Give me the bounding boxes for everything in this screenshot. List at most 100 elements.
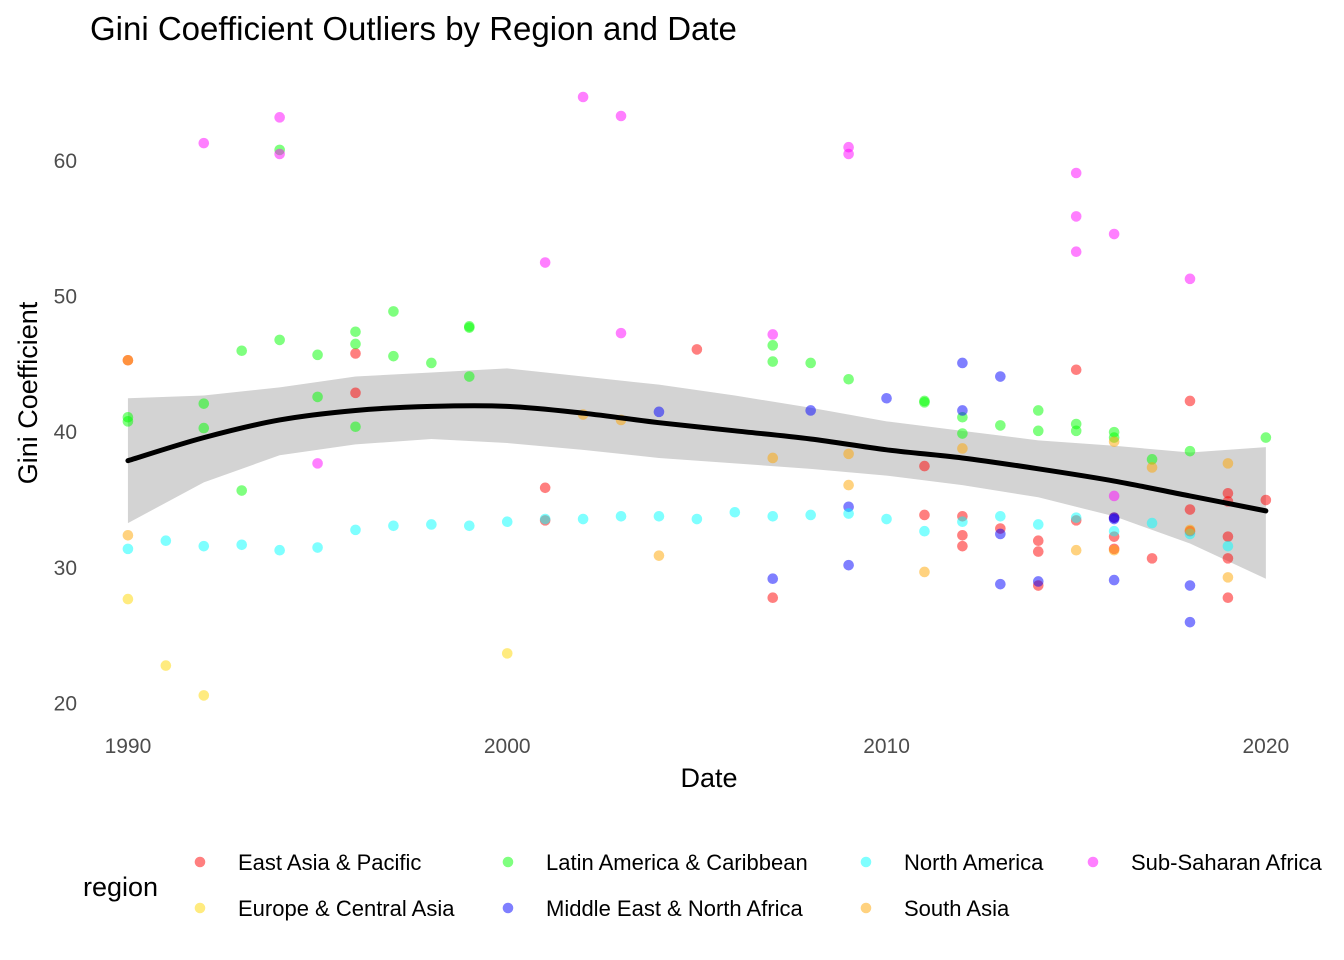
trend-line xyxy=(125,403,1269,514)
data-point-5-1 xyxy=(122,530,134,541)
data-point-2-27 xyxy=(995,420,1006,431)
data-point-6-13 xyxy=(1070,246,1082,257)
data-point-2-31 xyxy=(1070,425,1082,437)
confidence-band-area xyxy=(127,368,1266,579)
x-axis-title: Date xyxy=(680,763,737,793)
data-point-6-5 xyxy=(577,91,589,103)
x-tick-label-0: 1990 xyxy=(105,735,152,758)
data-point-1-1 xyxy=(160,660,172,671)
legend-item-3: Middle East & North Africa xyxy=(502,896,804,921)
data-point-5-16 xyxy=(1222,572,1234,583)
data-point-4-24 xyxy=(1032,519,1044,530)
legend-items: East Asia & Pacific Europe & Central Asia… xyxy=(194,850,1323,921)
legend-title: region xyxy=(83,872,158,902)
data-point-6-0 xyxy=(198,137,210,149)
confidence-band xyxy=(127,368,1266,579)
y-tick-label-1: 30 xyxy=(54,557,77,580)
data-point-4-29 xyxy=(1222,540,1234,552)
data-point-2-9 xyxy=(312,391,323,403)
data-point-4-20 xyxy=(881,513,892,525)
data-point-0-3 xyxy=(539,482,551,494)
legend-key-2 xyxy=(502,856,514,868)
data-point-0-29 xyxy=(1222,592,1234,604)
legend-key-0 xyxy=(194,856,206,868)
data-point-4-13 xyxy=(615,511,627,522)
data-point-2-1 xyxy=(122,416,134,427)
data-point-3-1 xyxy=(767,573,779,585)
data-point-6-2 xyxy=(274,148,285,160)
data-point-2-8 xyxy=(312,349,323,361)
data-point-6-7 xyxy=(615,327,627,339)
data-point-0-8 xyxy=(919,509,930,521)
data-point-3-11 xyxy=(1032,576,1044,587)
data-point-4-17 xyxy=(767,511,779,522)
data-point-4-15 xyxy=(691,513,703,525)
legend-item-2: Latin America & Caribbean xyxy=(502,850,808,875)
data-point-4-7 xyxy=(388,520,399,532)
data-point-4-0 xyxy=(122,543,134,555)
data-point-5-8 xyxy=(919,566,930,578)
legend-key-3 xyxy=(502,902,514,914)
data-point-0-14 xyxy=(1032,546,1044,557)
data-point-6-16 xyxy=(1184,273,1196,285)
data-point-2-5 xyxy=(236,485,248,496)
data-point-0-13 xyxy=(1032,535,1044,547)
legend-key-5 xyxy=(860,902,872,914)
y-tick-label-3: 50 xyxy=(54,285,77,308)
data-point-4-26 xyxy=(1108,525,1120,537)
data-point-0-10 xyxy=(957,530,968,541)
data-point-5-13 xyxy=(1146,462,1158,473)
data-point-3-2 xyxy=(805,405,816,416)
data-point-3-8 xyxy=(995,371,1006,382)
data-point-5-6 xyxy=(843,448,854,460)
data-point-0-16 xyxy=(1070,364,1082,376)
trend-line-group xyxy=(125,403,1269,514)
data-point-4-1 xyxy=(160,535,172,547)
data-point-5-7 xyxy=(843,479,854,491)
data-point-1-3 xyxy=(501,648,513,659)
data-point-4-3 xyxy=(236,539,248,551)
data-point-2-20 xyxy=(767,356,779,367)
data-point-0-6 xyxy=(767,592,779,604)
legend-item-1: Europe & Central Asia xyxy=(194,896,455,921)
data-point-6-11 xyxy=(1070,167,1082,179)
data-point-5-15 xyxy=(1222,458,1234,469)
data-point-0-7 xyxy=(919,460,930,472)
data-point-3-10 xyxy=(995,578,1006,590)
data-point-0-21 xyxy=(1146,553,1158,564)
plot-area xyxy=(122,91,1272,701)
data-point-6-3 xyxy=(312,458,323,469)
data-point-5-14 xyxy=(1184,524,1196,536)
data-point-4-9 xyxy=(464,520,475,532)
data-point-6-14 xyxy=(1108,228,1120,240)
data-point-4-23 xyxy=(995,511,1006,522)
data-point-2-3 xyxy=(198,422,210,434)
data-point-4-8 xyxy=(426,519,437,530)
data-point-4-4 xyxy=(274,544,285,556)
data-point-3-0 xyxy=(653,406,665,418)
data-point-5-11 xyxy=(1108,436,1120,447)
data-point-6-1 xyxy=(274,112,285,123)
data-point-4-21 xyxy=(919,525,930,537)
data-point-6-15 xyxy=(1108,490,1120,502)
data-point-0-28 xyxy=(1222,553,1234,564)
data-point-2-11 xyxy=(350,338,361,350)
data-point-5-0 xyxy=(122,354,134,366)
data-point-2-19 xyxy=(767,340,779,351)
data-point-6-10 xyxy=(843,148,854,160)
data-point-5-12 xyxy=(1108,544,1120,556)
legend-label-3: Middle East & North Africa xyxy=(546,896,804,921)
data-point-4-10 xyxy=(501,516,513,528)
legend-label-2: Latin America & Caribbean xyxy=(546,850,808,875)
data-point-0-5 xyxy=(691,344,703,355)
legend-item-6: Sub-Saharan Africa xyxy=(1087,850,1323,875)
data-point-0-1 xyxy=(350,348,361,359)
legend-label-6: Sub-Saharan Africa xyxy=(1131,850,1323,875)
y-tick-label-2: 40 xyxy=(54,421,77,444)
legend-key-6 xyxy=(1087,856,1099,868)
x-tick-label-2: 2010 xyxy=(863,735,910,758)
data-point-2-10 xyxy=(350,326,361,338)
legend-label-1: Europe & Central Asia xyxy=(238,896,455,921)
data-point-2-17 xyxy=(464,322,475,333)
